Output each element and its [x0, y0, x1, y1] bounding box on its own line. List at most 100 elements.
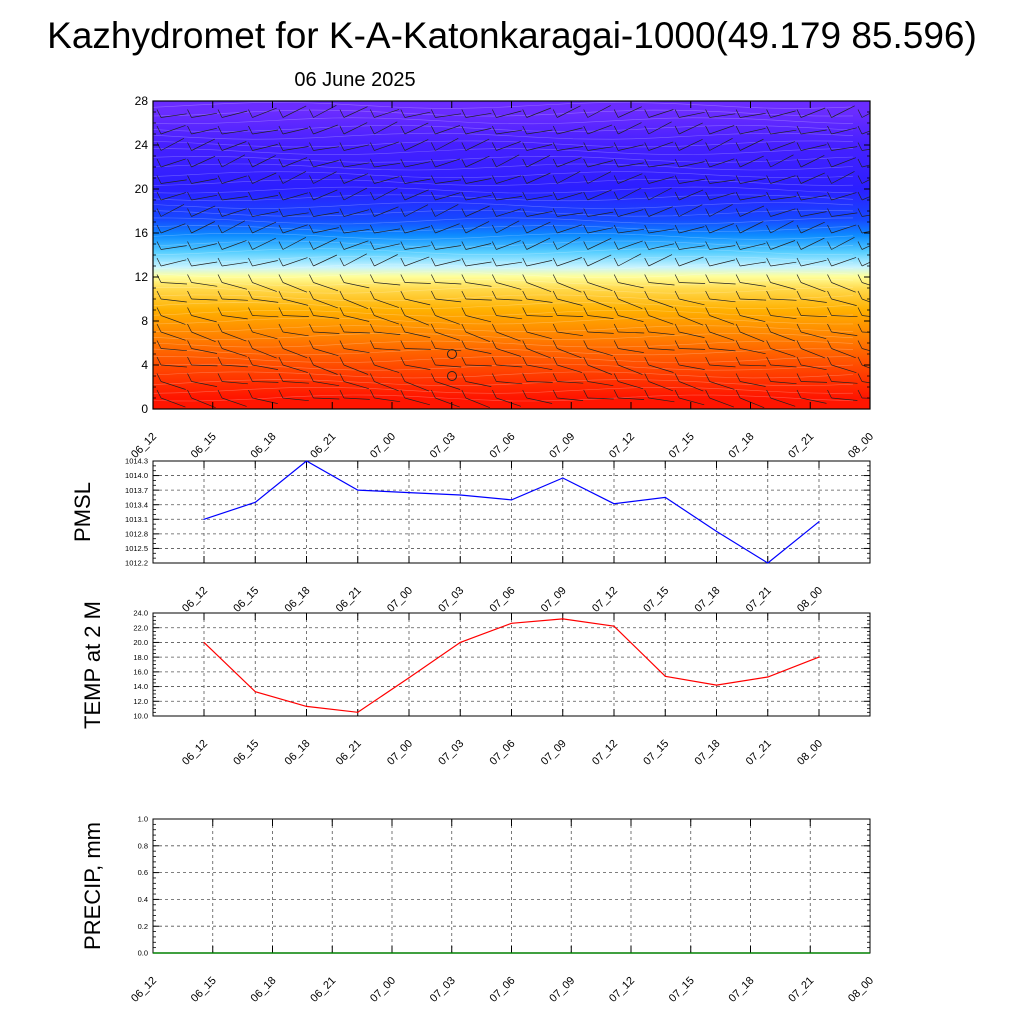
wind-barb [252, 282, 277, 292]
wind-barb [496, 261, 523, 267]
wind-barb [465, 138, 490, 151]
wind-barb-flag [461, 340, 467, 349]
wind-barb-flag [430, 389, 436, 399]
wind-barb-flag [796, 158, 802, 168]
profile-contour-line [153, 248, 854, 256]
wind-barb-flag [735, 323, 741, 333]
wind-barb [191, 138, 215, 151]
wind-barb-flag [583, 125, 589, 135]
wind-barb-flag [583, 175, 589, 184]
wind-barb [343, 106, 368, 118]
profile-x-tick-label: 07_21 [786, 431, 816, 461]
wind-barb [343, 187, 368, 201]
wind-barb-flag [522, 257, 528, 267]
profile-contour-line [153, 125, 854, 132]
wind-barb [861, 148, 870, 151]
wind-barb [526, 260, 553, 267]
wind-barb-flag [705, 191, 710, 201]
wind-barb-flag [309, 307, 314, 316]
profile-contours [153, 102, 854, 402]
precip-x-tick-label: 07_12 [607, 975, 637, 1005]
wind-barb-flag [430, 125, 436, 135]
wind-barb-flag [796, 208, 802, 217]
pmsl-data-point [767, 562, 769, 564]
wind-barb-flag [705, 241, 710, 250]
wind-barb [252, 298, 279, 303]
wind-barb-flag [339, 257, 345, 267]
wind-barb [221, 315, 248, 320]
wind-barb [679, 111, 705, 118]
wind-barb-flag [857, 340, 863, 349]
page-subtitle: 06 June 2025 [294, 69, 415, 91]
wind-barb-flag [156, 191, 162, 201]
wind-barb-flag [248, 389, 253, 399]
wind-barb [770, 208, 796, 217]
wind-barb [526, 144, 553, 151]
precip-y-tick-label: 0.6 [138, 868, 148, 877]
pmsl-x-tick-label: 07_21 [744, 585, 774, 615]
temp-y-axis: 10.0 12.0 14.0 16.0 18.0 20.0 22.0 24.0 [133, 609, 870, 721]
wind-barb [282, 171, 307, 184]
wind-barb [313, 381, 340, 387]
wind-barb-flag [400, 241, 406, 250]
wind-barb-flag [796, 340, 802, 349]
wind-barb [831, 331, 858, 336]
wind-barb-flag [461, 389, 467, 399]
wind-barb [831, 127, 857, 135]
wind-barb-flag [309, 373, 314, 382]
wind-barb [770, 240, 796, 250]
pmsl-x-tick-label: 07_12 [590, 585, 620, 615]
temp-x-tick-label: 07_15 [641, 738, 671, 768]
wind-barb [587, 189, 612, 201]
temp-frame [152, 612, 871, 717]
wind-barb [800, 237, 825, 250]
wind-barb [831, 212, 858, 217]
wind-barb-flag [187, 109, 192, 118]
temp-y-tick-label: 16.0 [133, 667, 148, 676]
wind-barb [221, 364, 248, 368]
profile-contour-line [153, 279, 854, 286]
wind-barb-flag [552, 241, 558, 250]
wind-barb [343, 282, 370, 289]
profile-x-tick-label: 07_06 [488, 431, 518, 461]
wind-barb-flag [491, 109, 497, 118]
pmsl-x-tick-label: 08_00 [795, 585, 825, 615]
temp-y-tick-label: 22.0 [133, 623, 148, 632]
wind-barb [404, 189, 429, 201]
wind-barb-flag [339, 158, 345, 168]
wind-barb [800, 107, 826, 118]
wind-barb-flag [522, 158, 528, 168]
wind-barb [770, 110, 796, 118]
wind-barb [618, 106, 642, 118]
wind-barb-flag [187, 307, 192, 316]
wind-barb [831, 224, 857, 234]
wind-barb-flag [156, 208, 162, 217]
wind-barb [252, 348, 277, 359]
wind-barb-flag [827, 208, 832, 217]
profile-y-tick-label: 8 [141, 314, 148, 328]
wind-barb-flag [217, 125, 223, 135]
profile-contour-line [153, 225, 854, 232]
wind-barb-flag [430, 323, 436, 333]
wind-barb-flag [187, 257, 192, 267]
wind-barb-flag [339, 208, 345, 217]
wind-barb-flag [400, 208, 406, 217]
wind-barb [496, 381, 523, 385]
wind-barb [678, 122, 703, 135]
wind-barb-flag [187, 356, 192, 366]
wind-barb-flag [491, 373, 497, 382]
wind-barb [618, 364, 643, 375]
profile-contour-line [153, 209, 854, 217]
temp-x-tick-label: 07_03 [436, 738, 466, 768]
temp-x-tick-label: 07_09 [539, 738, 569, 768]
wind-barb-flag [766, 290, 771, 300]
wind-barb [678, 204, 703, 217]
wind-barb-flag [217, 257, 223, 267]
wind-barb [800, 211, 827, 217]
wind-barb-flag [369, 373, 375, 382]
wind-barb [435, 348, 462, 352]
wind-barb [374, 254, 398, 267]
wind-barb [313, 282, 339, 292]
profile-contour-line [153, 102, 854, 109]
wind-barb-flag [217, 158, 223, 168]
